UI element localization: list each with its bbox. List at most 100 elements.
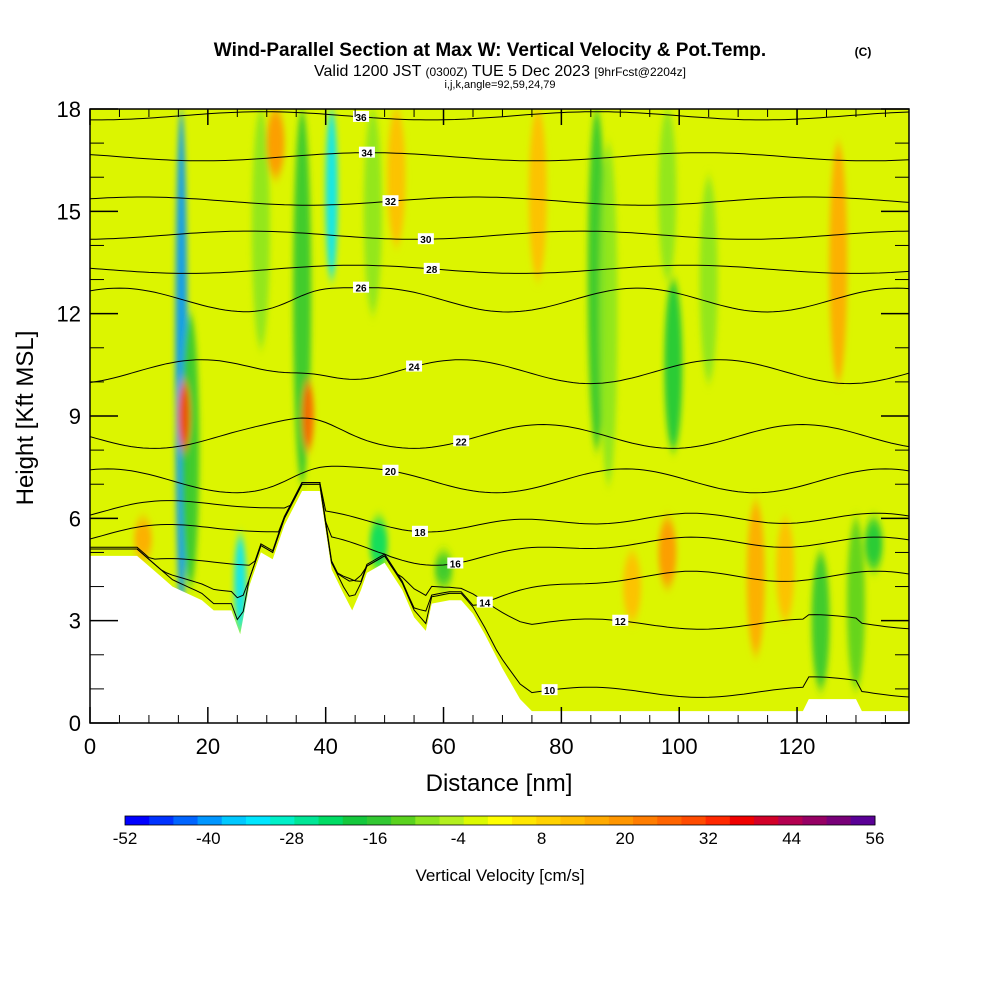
contour-label-box (353, 110, 370, 122)
theta-contour-10 (90, 483, 909, 698)
colorbar-tick-label: 56 (866, 829, 885, 848)
colorbar-tick-label: 8 (537, 829, 546, 848)
colorbar-swatch (149, 816, 174, 825)
theta-contour-34 (90, 152, 909, 162)
colorbar-swatch (657, 816, 682, 825)
colorbar-swatch (415, 816, 441, 825)
contour-label-box (541, 684, 558, 696)
colorbar-tick-label: 32 (699, 829, 718, 848)
colorbar-swatch (173, 816, 199, 825)
theta-contour-32 (90, 196, 909, 206)
velocity-band (387, 109, 406, 246)
velocity-band (658, 109, 677, 280)
velocity-band (746, 501, 765, 655)
velocity-band (699, 177, 718, 382)
contour-label-12: 12 (615, 617, 627, 628)
colorbar-swatch (608, 816, 634, 825)
contour-label-22: 22 (456, 437, 468, 448)
x-axis-title: Distance [nm] (426, 770, 573, 797)
colorbar-swatch (366, 816, 392, 825)
colorbar-frame (124, 815, 876, 826)
y-tick-label: 12 (57, 302, 81, 327)
y-tick-label: 18 (57, 97, 81, 122)
y-axis-title: Height [Kft MSL] (12, 331, 39, 506)
contour-label-32: 32 (385, 197, 397, 208)
colorbar-swatch (391, 816, 416, 825)
colorbar-swatch (318, 816, 344, 825)
contour-label-box (382, 195, 399, 207)
contour-label-28: 28 (426, 265, 438, 276)
y-tick-label: 6 (69, 506, 81, 531)
colorbar-swatch (681, 816, 707, 825)
velocity-band (776, 518, 795, 621)
colorbar-swatch (439, 816, 465, 825)
contour-label-18: 18 (414, 528, 426, 539)
contour-label-box (476, 596, 493, 608)
contour-label-30: 30 (420, 235, 432, 246)
velocity-band (134, 518, 153, 560)
chart-title: Wind-Parallel Section at Max W: Vertical… (214, 40, 766, 61)
x-tick-label: 60 (431, 734, 455, 759)
x-tick-label: 40 (313, 734, 337, 759)
contour-label-box (411, 525, 428, 537)
colorbar-tick-label: -4 (451, 829, 466, 848)
contour-label-10: 10 (544, 686, 556, 697)
velocity-band (251, 109, 270, 348)
colorbar-swatch (342, 816, 368, 825)
colorbar-swatch (705, 816, 731, 825)
contour-label-box (423, 262, 440, 274)
velocity-field (134, 109, 883, 689)
contour-label-20: 20 (385, 467, 397, 478)
colorbar-swatch (633, 816, 658, 825)
velocity-band (528, 109, 547, 280)
velocity-band (623, 552, 642, 621)
colorbar-swatch (270, 816, 295, 825)
colorbar-swatch (560, 816, 586, 825)
velocity-band (363, 109, 382, 314)
velocity-band (178, 381, 191, 451)
y-tick-label: 9 (69, 404, 81, 429)
chart-subtitle-indices: i,j,k,angle=92,59,24,79 (444, 79, 555, 91)
velocity-band (302, 381, 315, 451)
colorbar-swatch (778, 816, 803, 825)
velocity-band (266, 109, 285, 178)
colorbar-swatch (802, 816, 828, 825)
x-tick-label: 100 (661, 734, 698, 759)
theta-contour-18 (90, 482, 909, 533)
colorbar-swatch (221, 816, 247, 825)
colorbar-tick-label: -28 (279, 829, 304, 848)
theta-contours (90, 111, 909, 698)
velocity-band (664, 279, 683, 451)
x-tick-label: 120 (779, 734, 816, 759)
contour-label-box (382, 464, 399, 476)
colorbar-swatch (125, 816, 150, 825)
velocity-band (181, 313, 200, 587)
contour-label-box (612, 614, 629, 626)
theta-contour-14 (90, 482, 909, 612)
theta-contour-30 (90, 230, 909, 240)
colorbar-tick-label: -16 (363, 829, 388, 848)
colorbar-swatch (826, 816, 852, 825)
y-tick-label: 3 (69, 609, 81, 634)
colorbar-tick-label: -52 (113, 829, 138, 848)
x-tick-label: 0 (84, 734, 96, 759)
colorbar: -52 -40 -28 -16 -4 8 20 32 44 56 (113, 815, 885, 848)
colorbar-swatch (245, 816, 271, 825)
velocity-band (325, 109, 338, 280)
contour-label-34: 34 (361, 149, 373, 160)
contour-label-box (406, 360, 423, 372)
velocity-band (846, 518, 865, 689)
chart-title-mark: (C) (855, 45, 872, 59)
theta-contour-20 (90, 465, 909, 494)
contour-label-box (417, 233, 434, 245)
theta-contour-12 (90, 483, 909, 630)
theta-contour-36 (90, 111, 909, 121)
colorbar-swatch (754, 816, 779, 825)
x-tick-label: 20 (196, 734, 220, 759)
colorbar-swatch (729, 816, 755, 825)
chart-subtitle: Valid 1200 JST (0300Z) TUE 5 Dec 2023 [9… (314, 63, 686, 80)
colorbar-swatch (850, 816, 876, 825)
theta-contour-labels: 10 12 14 16 18 20 22 24 26 28 30 32 34 36 (353, 110, 629, 697)
